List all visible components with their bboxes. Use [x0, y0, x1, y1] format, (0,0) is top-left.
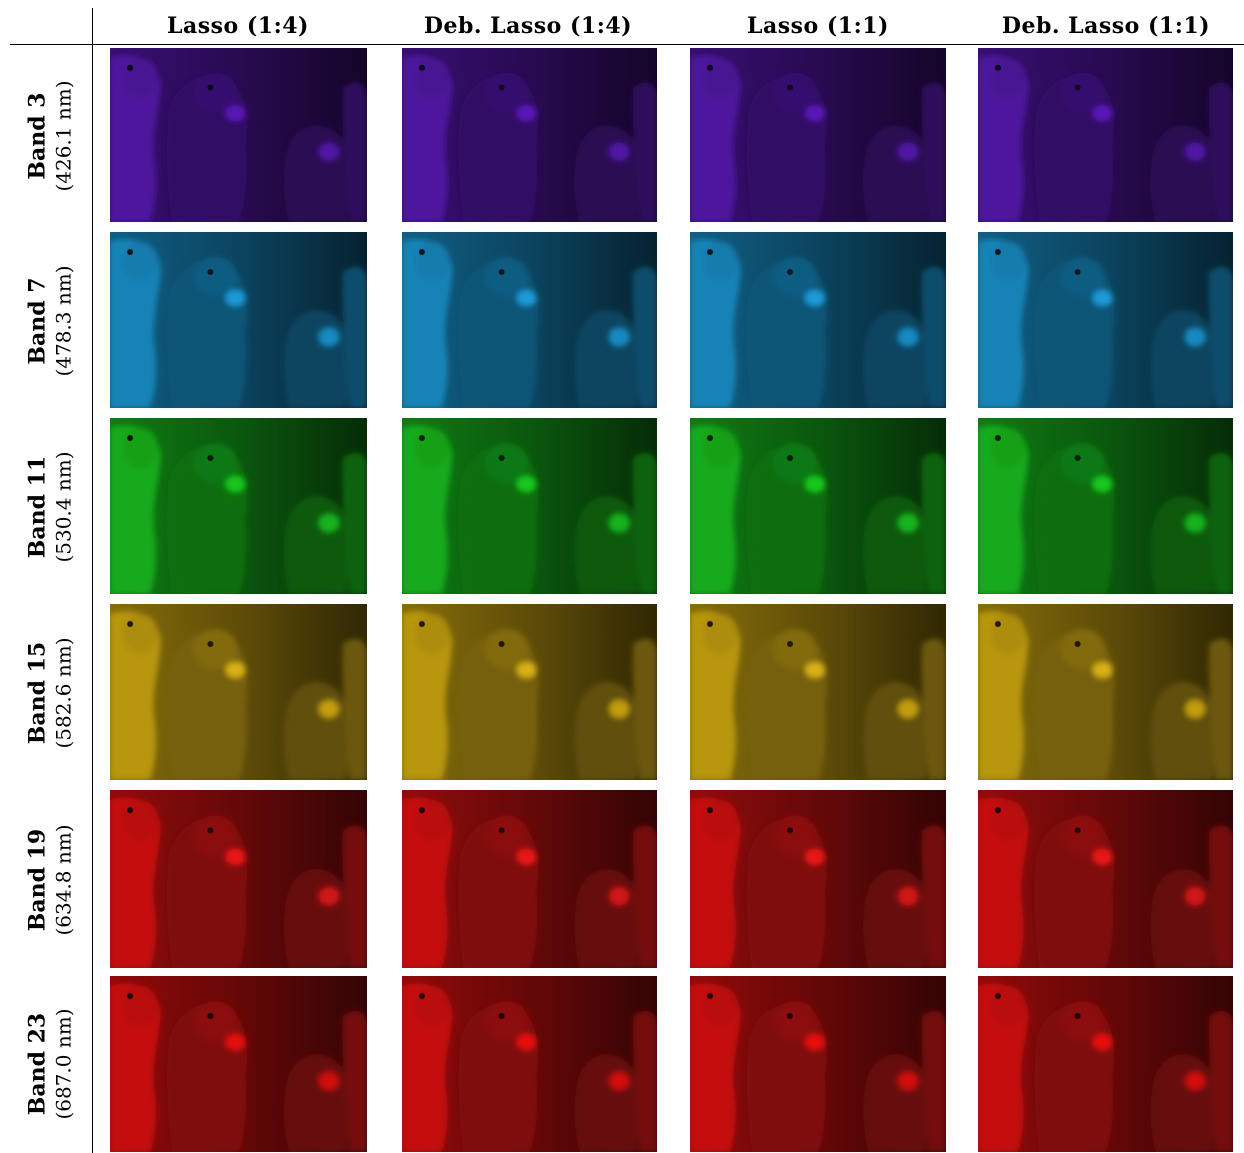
- band-image-band-19-lasso-1-4: [110, 790, 367, 968]
- column-header-lasso-1-1: Lasso (1:1): [747, 13, 889, 39]
- band-name: Band 7: [25, 277, 52, 365]
- band-wavelength: (530.4 nm): [52, 451, 77, 563]
- band-image-band-11-deb-lasso-1-4: [402, 418, 657, 594]
- row-label-band-15: Band 15 (582.6 nm): [22, 604, 80, 782]
- band-name: Band 15: [25, 641, 52, 745]
- band-image-band-11-lasso-1-1: [690, 418, 946, 594]
- row-label-band-11: Band 11 (530.4 nm): [22, 418, 80, 596]
- band-image-band-23-lasso-1-1: [690, 976, 946, 1152]
- band-wavelength: (478.3 nm): [52, 265, 77, 377]
- band-image-band-7-deb-lasso-1-4: [402, 232, 657, 408]
- band-image-band-19-deb-lasso-1-4: [402, 790, 657, 968]
- band-image-band-19-lasso-1-1: [690, 790, 946, 968]
- band-image-band-3-deb-lasso-1-4: [402, 48, 657, 222]
- band-image-band-23-deb-lasso-1-1: [978, 976, 1233, 1152]
- band-image-band-3-lasso-1-1: [690, 48, 946, 222]
- column-header-deb-lasso-1-4: Deb. Lasso (1:4): [423, 13, 633, 39]
- band-image-band-11-lasso-1-4: [110, 418, 367, 594]
- band-wavelength: (687.0 nm): [52, 1008, 77, 1120]
- band-image-band-7-deb-lasso-1-1: [978, 232, 1233, 408]
- band-wavelength: (426.1 nm): [52, 80, 77, 192]
- band-image-band-19-deb-lasso-1-1: [978, 790, 1233, 968]
- column-header-lasso-1-4: Lasso (1:4): [167, 13, 309, 39]
- row-label-band-23: Band 23 (687.0 nm): [22, 976, 80, 1152]
- band-image-band-3-lasso-1-4: [110, 48, 367, 222]
- band-image-band-15-lasso-1-4: [110, 604, 367, 780]
- band-image-band-15-lasso-1-1: [690, 604, 946, 780]
- row-label-band-7: Band 7 (478.3 nm): [22, 232, 80, 410]
- band-image-band-3-deb-lasso-1-1: [978, 48, 1233, 222]
- band-name: Band 11: [25, 455, 52, 559]
- band-image-band-7-lasso-1-4: [110, 232, 367, 408]
- band-wavelength: (582.6 nm): [52, 637, 77, 749]
- band-image-band-7-lasso-1-1: [690, 232, 946, 408]
- band-image-band-15-deb-lasso-1-4: [402, 604, 657, 780]
- header-rule: [10, 44, 1244, 45]
- row-label-band-19: Band 19 (634.8 nm): [22, 790, 80, 970]
- band-image-band-11-deb-lasso-1-1: [978, 418, 1233, 594]
- band-image-band-23-lasso-1-4: [110, 976, 367, 1152]
- band-name: Band 19: [25, 828, 52, 932]
- band-wavelength: (634.8 nm): [52, 824, 77, 936]
- label-column-rule: [92, 8, 93, 1153]
- band-name: Band 23: [25, 1012, 52, 1116]
- band-image-band-23-deb-lasso-1-4: [402, 976, 657, 1152]
- band-name: Band 3: [25, 92, 52, 180]
- row-label-band-3: Band 3 (426.1 nm): [22, 48, 80, 224]
- column-header-deb-lasso-1-1: Deb. Lasso (1:1): [1001, 13, 1211, 39]
- band-image-band-15-deb-lasso-1-1: [978, 604, 1233, 780]
